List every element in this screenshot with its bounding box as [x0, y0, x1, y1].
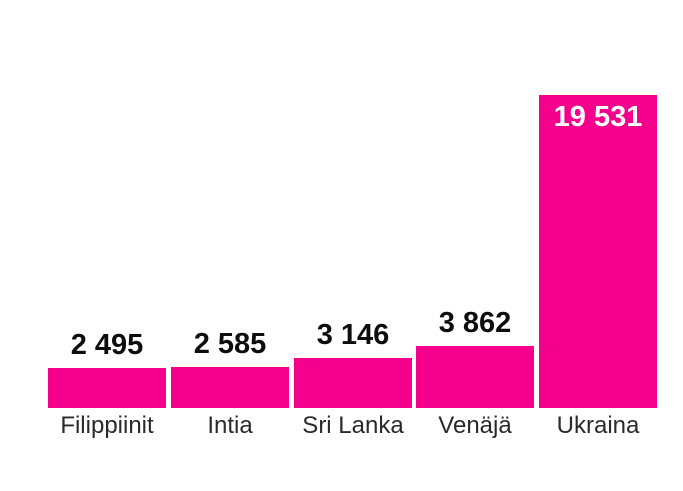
bar [171, 367, 289, 408]
category-label: Venäjä [438, 412, 512, 439]
category-label: Intia [207, 412, 253, 439]
bar-group: 2 495 Filippiinit [48, 0, 166, 491]
value-label: 3 146 [316, 318, 390, 351]
bar [294, 358, 412, 408]
bar [539, 95, 657, 408]
value-label: 3 862 [438, 306, 512, 339]
bar-group: 2 585 Intia [171, 0, 289, 491]
bar [48, 368, 166, 408]
value-label: 2 495 [70, 328, 144, 361]
bar-group: 3 146 Sri Lanka [294, 0, 412, 491]
category-label: Sri Lanka [302, 412, 404, 439]
bar-group: 19 531 Ukraina [539, 0, 657, 491]
category-label: Filippiinit [60, 412, 154, 439]
bar-group: 3 862 Venäjä [416, 0, 534, 491]
value-label: 19 531 [553, 101, 643, 133]
bar [416, 346, 534, 408]
category-label: Ukraina [556, 412, 640, 439]
value-label: 2 585 [193, 327, 267, 360]
